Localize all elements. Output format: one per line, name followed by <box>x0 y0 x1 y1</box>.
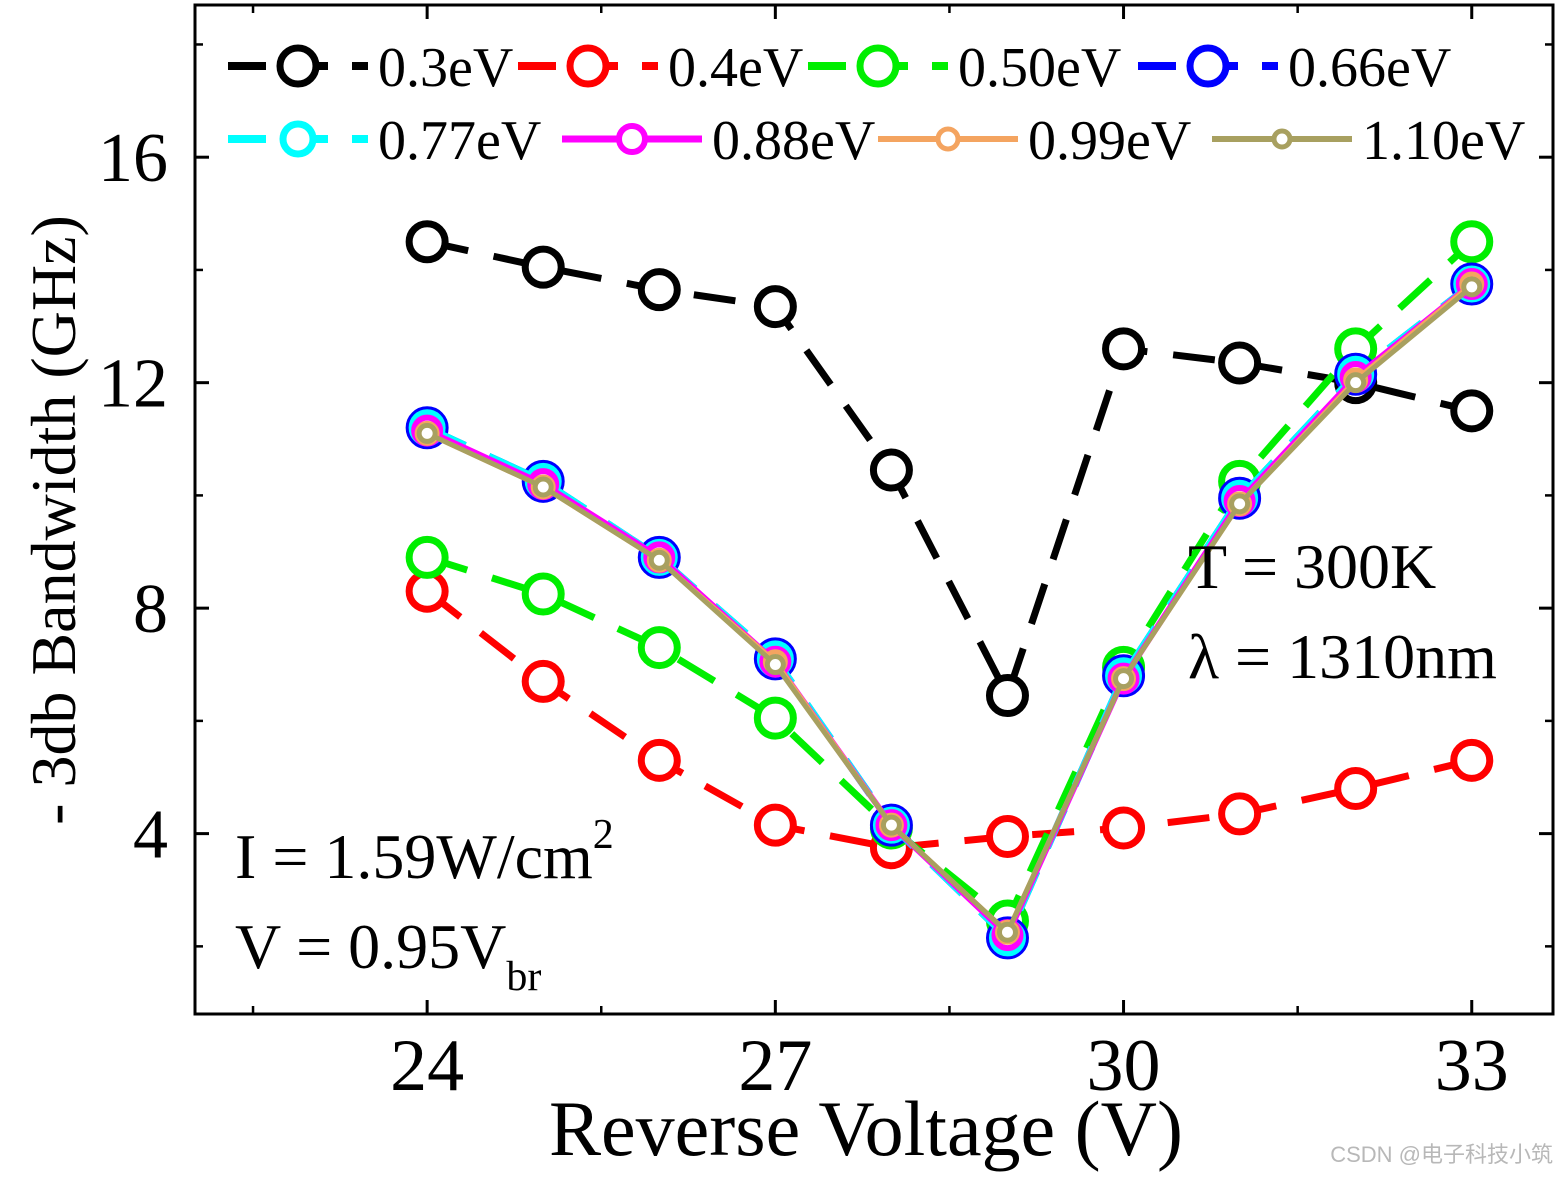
legend-label: 0.66eV <box>1288 37 1451 99</box>
x-tick-label: 27 <box>738 1025 812 1107</box>
y-tick-label: 12 <box>98 346 168 423</box>
legend-swatch-marker <box>1186 44 1230 88</box>
intensity-annotation: I = 1.59W/cm2 <box>235 812 614 892</box>
data-point <box>532 476 554 498</box>
data-point <box>985 814 1029 858</box>
data-point <box>637 738 681 782</box>
data-point <box>1334 767 1378 811</box>
data-point <box>753 803 797 847</box>
data-point <box>405 220 449 264</box>
data-point <box>753 696 797 740</box>
data-point <box>416 422 438 444</box>
legend-item: 0.99eV <box>878 110 1191 172</box>
legend-swatch-marker <box>566 44 610 88</box>
voltage-annotation: V = 0.95Vbr <box>235 911 541 1000</box>
plot-frame <box>193 3 1555 1016</box>
legend-swatch-marker <box>616 123 648 155</box>
x-axis-label: Reverse Voltage (V) <box>549 1085 1183 1172</box>
legend-label: 0.88eV <box>712 110 875 172</box>
data-point <box>1450 389 1494 433</box>
data-point <box>1450 738 1494 782</box>
data-point <box>637 268 681 312</box>
legend-swatch-marker <box>1271 128 1293 150</box>
data-point <box>521 572 565 616</box>
legend-swatch-marker <box>935 126 961 152</box>
legend-label: 0.3eV <box>378 37 513 99</box>
legend-item: 0.66eV <box>1138 37 1451 99</box>
legend-item: 0.50eV <box>808 37 1121 99</box>
legend-item: 0.4eV <box>518 37 803 99</box>
data-point <box>996 921 1018 943</box>
ticks-layer: 24 27 30 33 4 8 12 16 <box>98 5 1553 1107</box>
legend: 0.3eV 0.4eV 0.50eV 0.66eV 0.77eV 0.88eV 0.99eV… <box>228 37 1525 172</box>
data-point <box>1102 327 1146 371</box>
legend-label: 0.50eV <box>958 37 1121 99</box>
y-tick-label: 16 <box>98 120 168 197</box>
wavelength-annotation: λ = 1310nm <box>1188 621 1497 692</box>
data-point <box>1450 220 1494 264</box>
data-point <box>1229 493 1251 515</box>
data-point <box>648 549 670 571</box>
data-point <box>1113 668 1135 690</box>
data-point <box>1461 276 1483 298</box>
legend-label: 0.99eV <box>1028 110 1191 172</box>
series-line <box>426 238 1473 699</box>
legend-swatch-marker <box>279 120 317 158</box>
voltage-text: V = 0.95V <box>235 911 506 982</box>
x-tick-label: 30 <box>1087 1025 1161 1107</box>
legend-label: 0.4eV <box>668 37 803 99</box>
y-tick-label: 4 <box>133 797 168 874</box>
x-tick-label: 33 <box>1435 1025 1509 1107</box>
legend-swatch-marker <box>276 44 320 88</box>
legend-item: 1.10eV <box>1212 110 1525 172</box>
series-line <box>426 284 1474 935</box>
watermark: CSDN @电子科技小筑 <box>1330 1142 1553 1167</box>
voltage-subscript: br <box>506 954 541 1000</box>
data-point <box>1218 792 1262 836</box>
data-point <box>1345 372 1367 394</box>
temperature-annotation: T = 300K <box>1188 531 1436 602</box>
data-point <box>405 535 449 579</box>
data-point <box>1218 341 1262 385</box>
intensity-superscript: 2 <box>593 812 614 858</box>
series-1.10eV <box>416 276 1483 943</box>
legend-item: 0.77eV <box>228 110 541 172</box>
legend-label: 1.10eV <box>1362 110 1525 172</box>
data-point <box>985 674 1029 718</box>
series-layer <box>405 220 1494 960</box>
data-point <box>753 285 797 329</box>
data-point <box>1102 806 1146 850</box>
axes-layer <box>193 3 1555 1016</box>
series-line <box>426 239 1475 925</box>
series-line <box>424 588 1473 852</box>
x-tick-label: 24 <box>390 1025 464 1107</box>
data-point <box>521 659 565 703</box>
legend-swatch-marker <box>856 44 900 88</box>
legend-item: 0.88eV <box>562 110 875 172</box>
y-tick-label: 8 <box>133 571 168 648</box>
y-axis-label: - 3db Bandwidth (GHz) <box>18 215 89 825</box>
data-point <box>880 814 902 836</box>
data-point <box>521 245 565 289</box>
legend-label: 0.77eV <box>378 110 541 172</box>
legend-item: 0.3eV <box>228 37 513 99</box>
intensity-text: I = 1.59W/cm <box>235 821 593 892</box>
data-point <box>764 654 786 676</box>
data-point <box>869 448 913 492</box>
data-point <box>637 626 681 670</box>
